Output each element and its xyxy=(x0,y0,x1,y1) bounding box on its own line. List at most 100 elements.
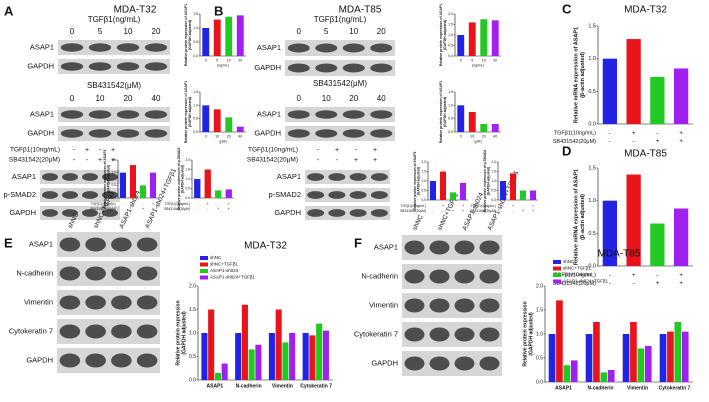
y-axis-label: (β-actin adjusted) xyxy=(580,52,586,98)
blot-strip xyxy=(285,40,395,56)
bar xyxy=(457,35,465,56)
blot-band xyxy=(62,191,78,199)
bar xyxy=(563,365,571,382)
condition-sign: - xyxy=(317,147,320,154)
condition-sign: + xyxy=(532,204,534,208)
blot-row-label: ASAP1 xyxy=(30,109,54,118)
lane-label: 10 xyxy=(124,27,133,36)
blot-band xyxy=(404,356,425,371)
blot-band xyxy=(59,324,81,339)
bar xyxy=(644,346,652,382)
y-tick-label: 2.0 xyxy=(185,158,190,162)
lane-label: 10 xyxy=(349,27,358,36)
condition-sign: + xyxy=(207,202,209,206)
condition-sign: + xyxy=(228,202,230,206)
y-tick-label: 1.0 xyxy=(185,177,190,181)
lane-label: ASAP1-sh024+TGFβ1 xyxy=(144,167,178,229)
panel-letter: D xyxy=(562,143,571,158)
condition-sign: + xyxy=(452,209,454,213)
bar xyxy=(520,190,526,200)
lane-label: 20 xyxy=(124,94,133,103)
y-tick-label: 2.0 xyxy=(421,160,426,164)
condition-sign: + xyxy=(335,147,339,154)
bar xyxy=(194,179,201,198)
panel-title: MDA-T32 xyxy=(114,5,157,16)
bar xyxy=(556,300,563,382)
blot-band xyxy=(82,209,98,217)
y-tick-label: 1.0 xyxy=(448,33,453,37)
blot-band xyxy=(328,173,346,181)
condition-sign: - xyxy=(99,147,102,154)
x-tick-label: Vimentin xyxy=(272,383,293,389)
y-tick-label: 0.0 xyxy=(111,196,116,200)
condition-sign: - xyxy=(452,204,454,208)
x-tick-label: 20 xyxy=(238,58,242,62)
legend-label: shNC+TGFβ1 xyxy=(210,262,238,267)
blot-strip xyxy=(40,206,120,220)
y-axis-label: (GAPDH adjusted) xyxy=(181,311,187,355)
condition-sign: + xyxy=(228,207,230,211)
condition-label: TGFβ1(10ng/mL) xyxy=(471,204,496,208)
bar xyxy=(302,333,309,380)
y-tick-label: 1.5 xyxy=(536,307,543,313)
blot-band xyxy=(479,298,500,313)
blot-band xyxy=(370,129,393,138)
y-axis-label: Relative protein expression of ASAP1 xyxy=(184,4,188,67)
y-axis-label: Relative protein expression xyxy=(523,301,529,366)
bar xyxy=(602,58,617,124)
lane-label: 20 xyxy=(349,94,358,103)
y-tick-label: 0.0 xyxy=(185,196,190,200)
bar xyxy=(208,309,215,380)
condition-sign: + xyxy=(679,131,683,137)
x-tick-label: 0 xyxy=(205,58,207,62)
blot-band xyxy=(60,110,84,119)
x-tick-label: 0 xyxy=(460,134,462,138)
condition-label: TGFβ1(10ng/mL) xyxy=(165,202,190,206)
blot-band xyxy=(144,62,168,71)
y-tick-label: 2.0 xyxy=(189,283,196,289)
condition-sign: - xyxy=(609,281,611,287)
blot-band xyxy=(370,209,388,217)
bar xyxy=(440,171,446,200)
y-tick-label: 1.5 xyxy=(448,22,453,26)
blot-row-label: ASAP1 xyxy=(12,172,36,181)
legend-swatch xyxy=(553,273,561,277)
legend-swatch xyxy=(200,269,208,273)
condition-sign: + xyxy=(373,147,377,154)
condition-label: SB431542(20μM) xyxy=(400,209,426,213)
bar xyxy=(268,333,275,380)
blot-band xyxy=(328,191,346,199)
y-tick-label: 1.0 xyxy=(111,171,116,175)
lane-label: 10 xyxy=(322,94,331,103)
blot-band xyxy=(370,43,393,53)
y-axis-label: Relative protein expression of ASAP1 xyxy=(413,151,417,210)
y-tick-label: 0.0 xyxy=(536,379,543,385)
blot-band xyxy=(144,43,168,52)
bar xyxy=(480,19,488,56)
bar xyxy=(659,334,667,382)
blot-header: SB431542(μM) xyxy=(313,79,367,88)
blot-band xyxy=(111,266,132,281)
bar xyxy=(600,372,608,382)
bar xyxy=(650,76,665,124)
blot-band xyxy=(102,191,118,199)
y-axis-label: Relative protein expression of ASAP1 xyxy=(184,81,188,144)
y-axis-label: Relative protein expression of ASAP1 xyxy=(103,149,107,208)
blot-band xyxy=(349,191,367,199)
lane-label: 20 xyxy=(377,27,386,36)
blot-row-label: Cytokeratin 7 xyxy=(9,326,53,335)
bar xyxy=(201,333,208,380)
bar xyxy=(255,344,262,380)
blot-strip xyxy=(305,206,390,220)
condition-sign: - xyxy=(122,207,124,211)
blot-band xyxy=(370,63,393,73)
condition-sign: + xyxy=(152,207,154,211)
blot-row-label: GAPDH xyxy=(9,208,36,217)
y-axis-label: (GAPDH adjusted) xyxy=(188,20,192,50)
blot-band xyxy=(88,129,112,138)
x-tick-label: 10 xyxy=(482,58,486,62)
lane-label: 0 xyxy=(297,94,302,103)
condition-sign: - xyxy=(609,131,611,137)
lane-label: 5 xyxy=(98,27,103,36)
bar xyxy=(681,331,689,382)
